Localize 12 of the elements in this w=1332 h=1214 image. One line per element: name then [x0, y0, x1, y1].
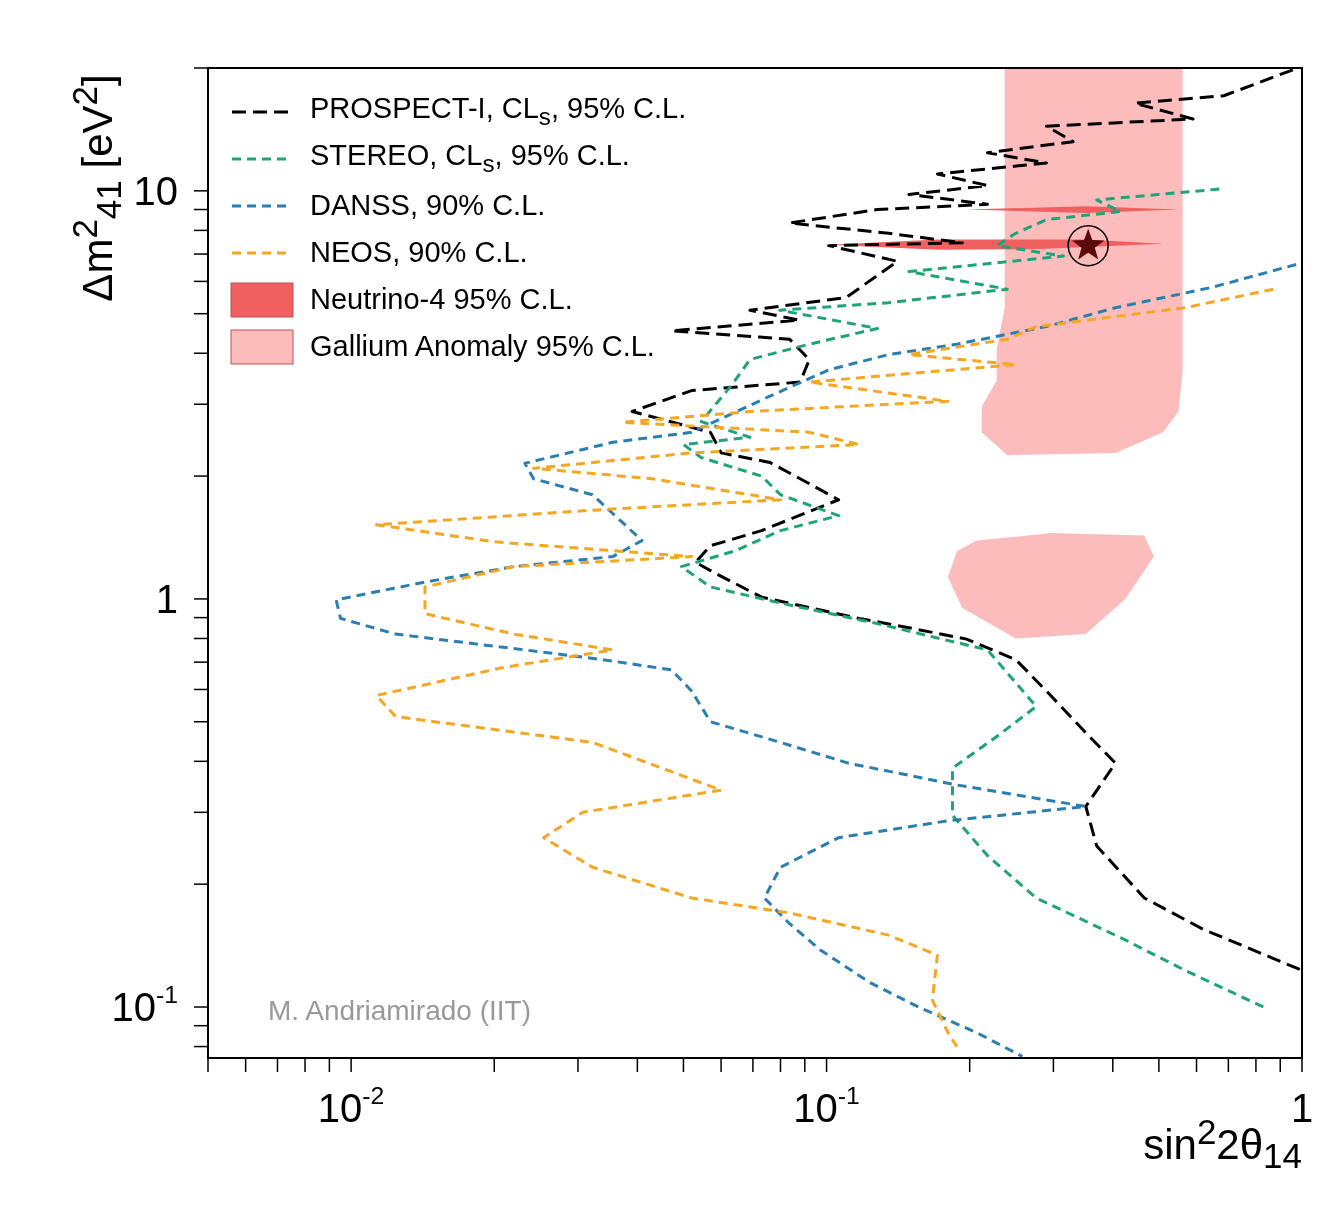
annotation: M. Andriamirado (IIT)	[268, 995, 531, 1026]
legend-label: PROSPECT-I, CL$_{s}$, 95% C.L.	[310, 92, 687, 131]
y-tick-label: 1	[155, 576, 178, 621]
legend-label: Neutrino-4 95% C.L.	[310, 283, 573, 316]
x-tick-label: 10$^{-1}$	[793, 1082, 860, 1130]
legend-label: NEOS, 90% C.L.	[310, 236, 528, 269]
x-tick-label: 10$^{-2}$	[317, 1082, 385, 1130]
y-tick-label: 10$^{-1}$	[111, 981, 178, 1030]
y-tick-label: 10	[133, 168, 178, 213]
legend-label: Gallium Anomaly 95% C.L.	[310, 330, 655, 363]
legend-label: STEREO, CL$_{s}$, 95% C.L.	[310, 139, 630, 178]
legend-label: DANSS, 90% C.L.	[310, 189, 546, 222]
